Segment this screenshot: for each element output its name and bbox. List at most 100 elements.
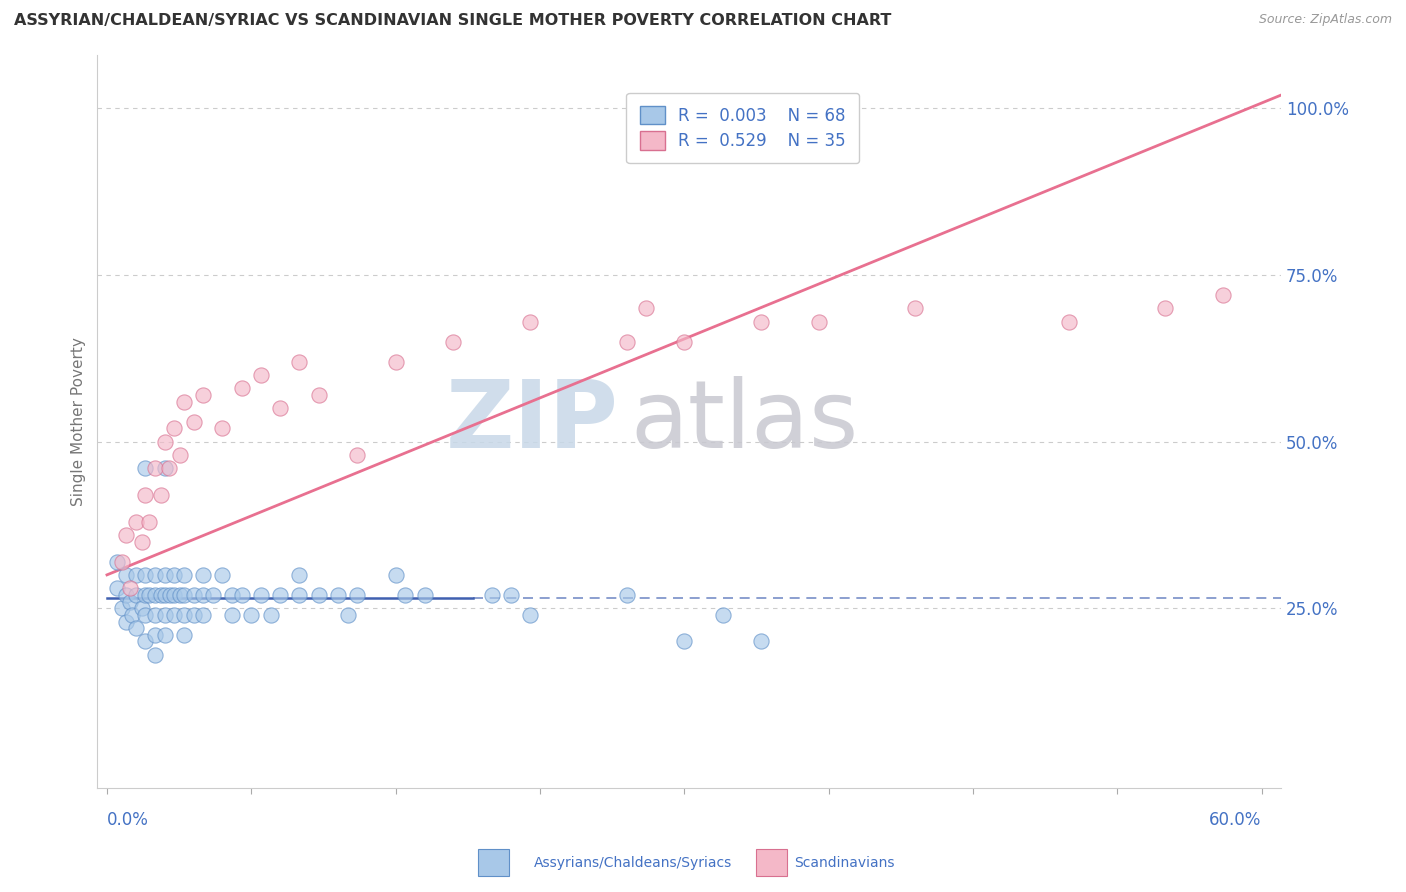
- Point: [501, 588, 523, 602]
- Point: [115, 528, 138, 542]
- Point: [149, 488, 172, 502]
- Point: [125, 588, 148, 602]
- Point: [169, 448, 191, 462]
- Legend: R =  0.003    N = 68, R =  0.529    N = 35: R = 0.003 N = 68, R = 0.529 N = 35: [627, 93, 859, 163]
- Point: [269, 401, 291, 416]
- Point: [159, 588, 181, 602]
- Point: [157, 461, 180, 475]
- Point: [749, 315, 772, 329]
- Point: [111, 601, 134, 615]
- Point: [115, 588, 138, 602]
- Point: [394, 588, 416, 602]
- Point: [153, 607, 176, 622]
- Point: [808, 315, 831, 329]
- Point: [193, 607, 215, 622]
- Point: [134, 488, 156, 502]
- Point: [616, 334, 638, 349]
- Point: [125, 621, 148, 635]
- Text: ZIP: ZIP: [446, 376, 619, 467]
- Point: [163, 421, 186, 435]
- Text: 0.0%: 0.0%: [107, 812, 149, 830]
- Point: [1154, 301, 1177, 316]
- Point: [105, 581, 128, 595]
- Point: [231, 588, 253, 602]
- Point: [143, 628, 166, 642]
- Point: [441, 334, 464, 349]
- Text: Source: ZipAtlas.com: Source: ZipAtlas.com: [1258, 13, 1392, 27]
- Point: [125, 515, 148, 529]
- Point: [201, 588, 224, 602]
- Point: [193, 388, 215, 402]
- Point: [183, 588, 205, 602]
- Point: [163, 567, 186, 582]
- Point: [131, 534, 153, 549]
- Point: [153, 628, 176, 642]
- Point: [153, 461, 176, 475]
- Point: [115, 615, 138, 629]
- Point: [153, 588, 176, 602]
- Text: ASSYRIAN/CHALDEAN/SYRIAC VS SCANDINAVIAN SINGLE MOTHER POVERTY CORRELATION CHART: ASSYRIAN/CHALDEAN/SYRIAC VS SCANDINAVIAN…: [14, 13, 891, 29]
- Point: [153, 434, 176, 449]
- Text: Scandinavians: Scandinavians: [794, 855, 894, 870]
- Point: [221, 588, 243, 602]
- Point: [616, 588, 638, 602]
- Point: [326, 588, 349, 602]
- Point: [259, 607, 281, 622]
- Point: [153, 567, 176, 582]
- Point: [134, 461, 156, 475]
- Point: [131, 601, 153, 615]
- Point: [173, 607, 195, 622]
- Point: [250, 368, 273, 382]
- Point: [125, 567, 148, 582]
- Point: [134, 634, 156, 648]
- Point: [269, 588, 291, 602]
- Point: [121, 607, 143, 622]
- Point: [173, 394, 195, 409]
- Point: [115, 567, 138, 582]
- Point: [111, 555, 134, 569]
- Point: [134, 607, 156, 622]
- Point: [250, 588, 273, 602]
- Point: [288, 567, 311, 582]
- Text: atlas: atlas: [630, 376, 858, 467]
- Point: [173, 588, 195, 602]
- Point: [308, 588, 330, 602]
- Point: [308, 388, 330, 402]
- Point: [143, 567, 166, 582]
- Point: [120, 581, 142, 595]
- Point: [163, 607, 186, 622]
- Point: [288, 588, 311, 602]
- Point: [169, 588, 191, 602]
- Point: [211, 567, 233, 582]
- Point: [138, 588, 160, 602]
- Point: [163, 588, 186, 602]
- Point: [149, 588, 172, 602]
- Point: [134, 567, 156, 582]
- Point: [1212, 288, 1234, 302]
- Point: [143, 607, 166, 622]
- Point: [173, 628, 195, 642]
- Point: [183, 607, 205, 622]
- Point: [143, 648, 166, 662]
- Point: [749, 634, 772, 648]
- Point: [384, 354, 406, 368]
- Point: [346, 588, 368, 602]
- Point: [673, 634, 696, 648]
- Point: [240, 607, 263, 622]
- Point: [193, 588, 215, 602]
- Y-axis label: Single Mother Poverty: Single Mother Poverty: [72, 337, 86, 506]
- Point: [134, 588, 156, 602]
- Point: [904, 301, 927, 316]
- Point: [138, 515, 160, 529]
- Point: [634, 301, 657, 316]
- Point: [143, 588, 166, 602]
- Point: [711, 607, 734, 622]
- Point: [120, 594, 142, 608]
- Point: [413, 588, 436, 602]
- Point: [346, 448, 368, 462]
- Point: [288, 354, 311, 368]
- Point: [143, 461, 166, 475]
- Point: [519, 315, 541, 329]
- Point: [105, 555, 128, 569]
- Point: [673, 334, 696, 349]
